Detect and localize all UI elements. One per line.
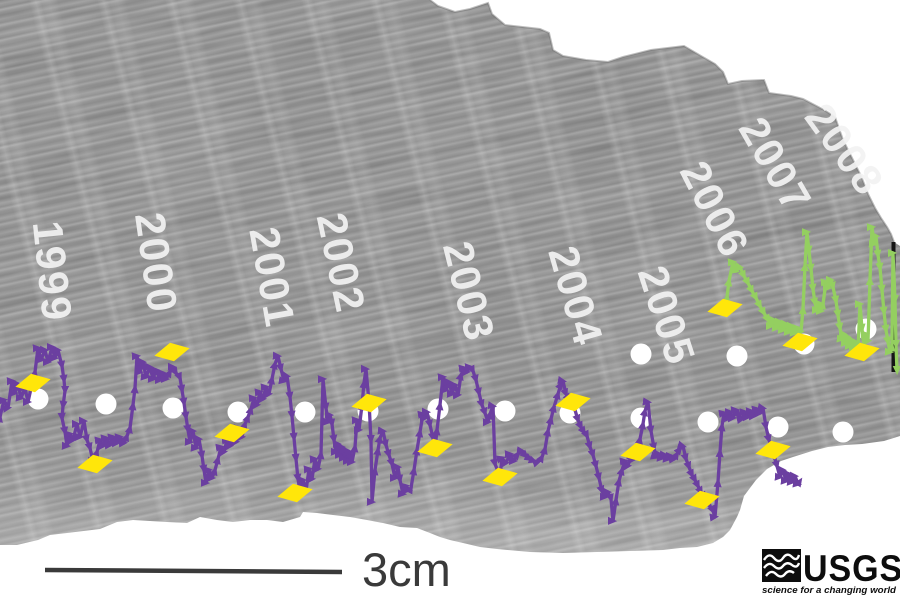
extreme-diamond-marker xyxy=(844,342,880,362)
band-dot xyxy=(294,401,316,423)
series-proxy-recent xyxy=(722,223,900,376)
usgs-tagline: science for a changing world xyxy=(762,585,896,596)
extreme-diamond-marker xyxy=(555,392,591,412)
band-dot xyxy=(162,397,184,419)
usgs-wordmark: USGS xyxy=(803,548,900,590)
extreme-diamond-marker xyxy=(77,454,113,474)
scale-bar: 3cm xyxy=(44,543,451,596)
band-dot xyxy=(767,416,789,438)
year-label-1999: 1999 xyxy=(24,219,81,325)
series-proxy-main xyxy=(0,342,803,525)
band-dot xyxy=(726,345,748,367)
extreme-diamond-marker xyxy=(482,467,518,487)
extreme-diamond-marker xyxy=(351,393,387,413)
extreme-diamond-marker xyxy=(417,438,453,458)
specimen-torn-edge xyxy=(429,0,895,243)
extreme-diamond-marker xyxy=(214,423,250,443)
extreme-diamond-marker xyxy=(684,490,720,510)
scale-bar-line xyxy=(44,567,343,575)
extreme-diamond-marker xyxy=(782,332,818,352)
usgs-waves-icon xyxy=(762,553,801,578)
band-dot xyxy=(494,400,516,422)
extreme-diamond-marker xyxy=(15,373,51,393)
scale-bar-label: 3cm xyxy=(362,543,451,596)
data-overlay xyxy=(0,223,900,525)
bottom-edge-lightening xyxy=(0,440,900,553)
band-dot xyxy=(95,393,117,415)
extreme-diamond-marker xyxy=(755,440,791,460)
band-dot xyxy=(832,421,854,443)
band-dot xyxy=(630,343,652,365)
extreme-diamond-marker xyxy=(277,483,313,503)
extreme-diamond-marker xyxy=(707,298,743,318)
usgs-logo: USGS science for a changing world xyxy=(762,548,900,596)
extreme-diamond-marker xyxy=(154,342,190,362)
band-dot xyxy=(697,411,719,433)
extreme-diamond-marker xyxy=(620,442,656,462)
